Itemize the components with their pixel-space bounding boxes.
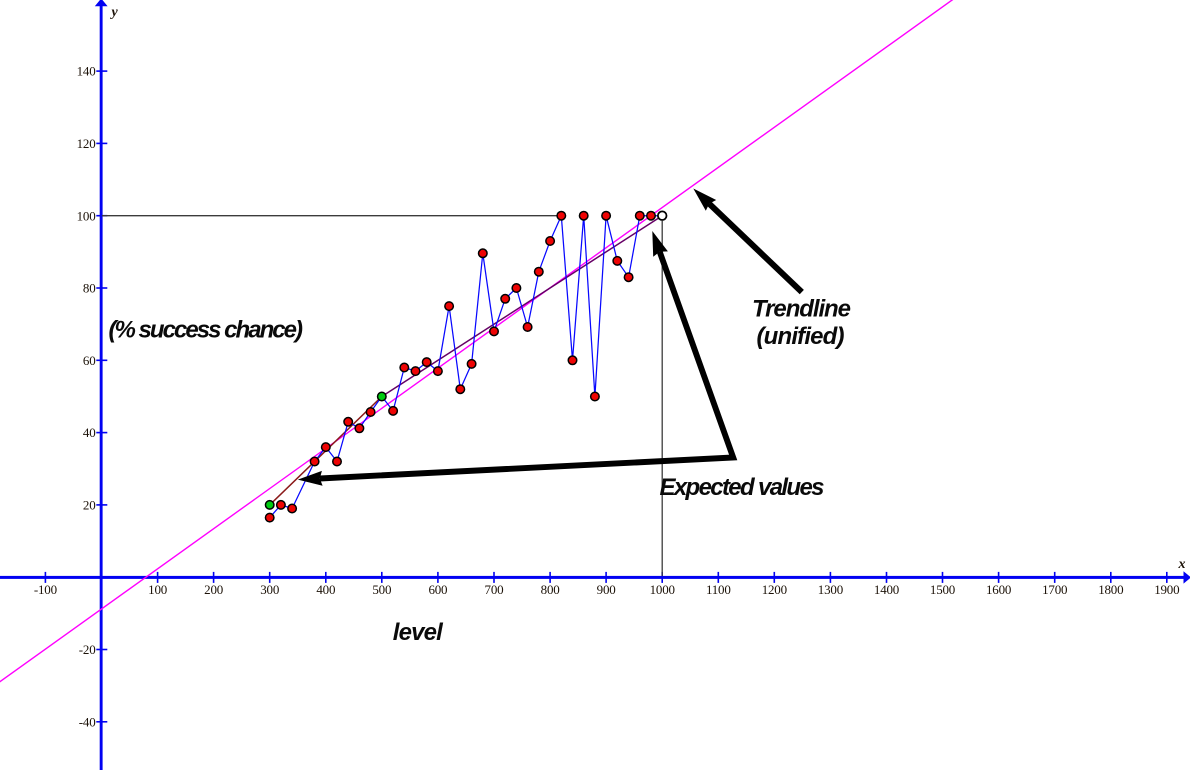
svg-text:200: 200 (204, 582, 223, 597)
svg-text:300: 300 (260, 582, 279, 597)
svg-text:900: 900 (597, 582, 616, 597)
svg-text:1600: 1600 (986, 582, 1011, 597)
svg-text:x: x (1178, 557, 1186, 572)
svg-text:1500: 1500 (930, 582, 955, 597)
svg-text:1300: 1300 (818, 582, 843, 597)
svg-text:60: 60 (83, 353, 96, 368)
svg-text:400: 400 (316, 582, 335, 597)
svg-text:40: 40 (83, 425, 96, 440)
svg-text:(unified): (unified) (757, 323, 845, 350)
svg-text:-20: -20 (79, 642, 96, 657)
svg-text:100: 100 (148, 582, 167, 597)
svg-text:Trendline: Trendline (752, 295, 851, 322)
svg-text:Expected values: Expected values (660, 474, 825, 501)
svg-text:80: 80 (83, 281, 96, 296)
svg-text:700: 700 (485, 582, 504, 597)
svg-text:600: 600 (428, 582, 447, 597)
svg-text:1100: 1100 (706, 582, 731, 597)
svg-text:y: y (110, 5, 119, 20)
svg-text:level: level (393, 619, 444, 646)
svg-text:-40: -40 (79, 714, 96, 729)
svg-text:1200: 1200 (762, 582, 787, 597)
svg-text:800: 800 (541, 582, 560, 597)
svg-text:20: 20 (83, 498, 96, 513)
svg-text:100: 100 (77, 208, 96, 223)
svg-text:1800: 1800 (1098, 582, 1123, 597)
svg-text:1900: 1900 (1154, 582, 1179, 597)
svg-text:1400: 1400 (874, 582, 899, 597)
svg-text:-100: -100 (34, 582, 57, 597)
svg-text:140: 140 (77, 64, 96, 79)
svg-text:1000: 1000 (650, 582, 675, 597)
svg-text:(% success chance): (% success chance) (109, 317, 304, 344)
svg-text:500: 500 (372, 582, 391, 597)
svg-text:1700: 1700 (1042, 582, 1067, 597)
svg-text:120: 120 (77, 136, 96, 151)
